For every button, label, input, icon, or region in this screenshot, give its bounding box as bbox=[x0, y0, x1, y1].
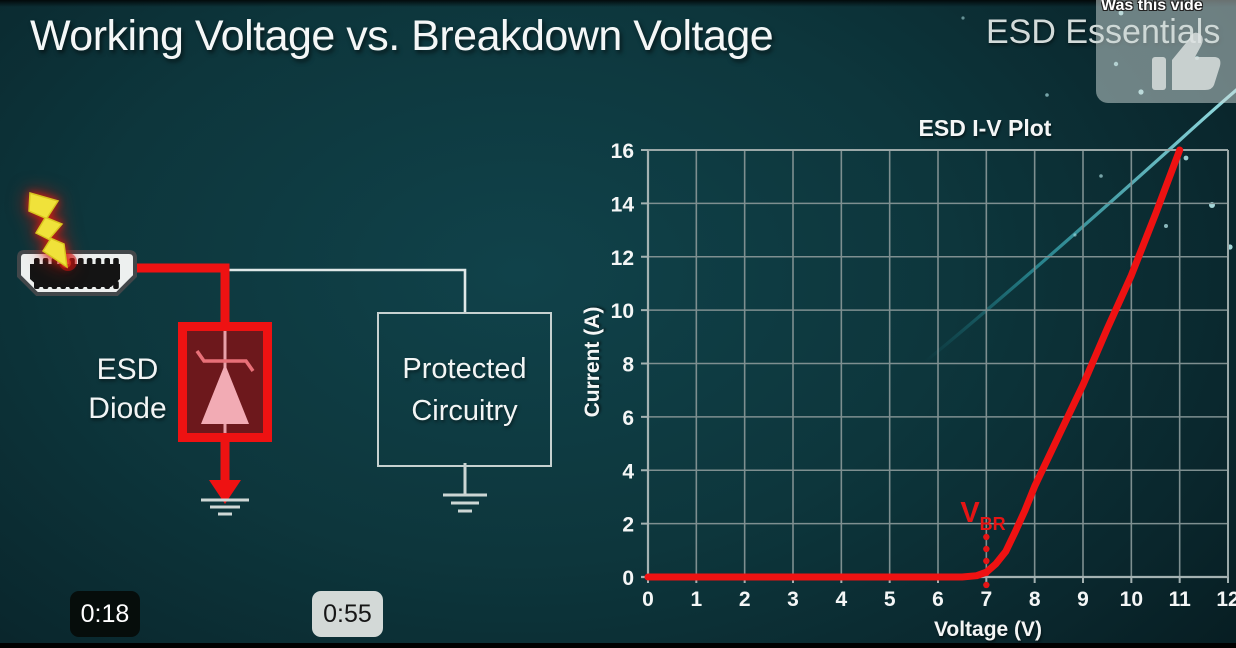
x-tick-label: 12 bbox=[1216, 588, 1236, 611]
x-tick-label: 8 bbox=[1029, 588, 1041, 611]
chart-x-axis-label: Voltage (V) bbox=[933, 618, 1043, 641]
y-tick-label: 12 bbox=[611, 247, 634, 270]
vbr-dotted-line bbox=[983, 557, 990, 565]
hdmi-pin bbox=[86, 281, 93, 289]
hdmi-pin bbox=[42, 258, 49, 266]
ground-symbol bbox=[201, 498, 249, 516]
x-tick-label: 10 bbox=[1120, 588, 1143, 611]
chart-title: ESD I-V Plot bbox=[918, 115, 1052, 141]
timestamp-value: 0:18 bbox=[80, 599, 130, 628]
hdmi-pin bbox=[34, 258, 40, 266]
x-tick-label: 9 bbox=[1077, 588, 1089, 611]
y-tick-label: 2 bbox=[622, 514, 634, 537]
protected-label-line1: Protected bbox=[402, 352, 527, 385]
hdmi-pin bbox=[34, 281, 40, 289]
ground-symbol bbox=[443, 463, 487, 513]
iv-curve bbox=[644, 146, 1184, 581]
slide-title: Working Voltage vs. Breakdown Voltage bbox=[30, 12, 774, 60]
thumbs-up-icon[interactable] bbox=[1140, 22, 1230, 97]
surge-path-wire bbox=[130, 263, 230, 484]
hdmi-connector-icon bbox=[17, 250, 137, 296]
hdmi-pin bbox=[69, 281, 75, 289]
vbr-dotted-line bbox=[983, 545, 990, 553]
timestamp-chip-light[interactable]: 0:55 bbox=[312, 591, 383, 637]
hdmi-pin bbox=[78, 281, 84, 289]
esd-diode-label-line1: ESD bbox=[96, 353, 159, 386]
x-tick-label: 1 bbox=[690, 588, 702, 611]
video-poll-question: Was this vide bbox=[1101, 0, 1203, 14]
y-tick-label: 16 bbox=[611, 140, 634, 163]
x-tick-label: 11 bbox=[1169, 588, 1192, 611]
y-tick-label: 10 bbox=[611, 300, 634, 323]
hdmi-pin bbox=[95, 258, 102, 266]
signal-wire bbox=[229, 268, 467, 312]
timestamp-value: 0:55 bbox=[323, 599, 372, 628]
y-tick-label: 0 bbox=[622, 567, 634, 590]
y-tick-label: 14 bbox=[611, 193, 635, 216]
timestamp-chip-dark[interactable]: 0:18 bbox=[70, 591, 140, 637]
hdmi-pin bbox=[51, 281, 58, 289]
protected-circuitry-box: Protected Circuitry bbox=[377, 312, 552, 467]
esd-diode-label-line2: Diode bbox=[88, 392, 167, 425]
hdmi-pin bbox=[60, 281, 66, 289]
hdmi-pin bbox=[86, 258, 93, 266]
x-tick-label: 3 bbox=[787, 588, 799, 611]
protected-label-line2: Circuitry bbox=[411, 394, 518, 427]
vbr-dotted-line bbox=[983, 533, 990, 541]
y-tick-label: 4 bbox=[622, 460, 634, 483]
zener-diode-symbol bbox=[195, 331, 255, 433]
surge-arrowhead bbox=[209, 480, 241, 504]
hdmi-pin bbox=[104, 281, 110, 289]
bottom-letterbox bbox=[0, 643, 1236, 648]
esd-diode-label: ESD Diode bbox=[55, 350, 200, 428]
y-tick-label: 6 bbox=[622, 407, 634, 430]
lightning-bolt-icon bbox=[28, 192, 68, 269]
x-tick-label: 4 bbox=[835, 588, 847, 611]
hdmi-pin bbox=[78, 258, 84, 266]
x-tick-label: 5 bbox=[884, 588, 896, 611]
hdmi-pin bbox=[104, 258, 110, 266]
x-tick-label: 0 bbox=[642, 588, 654, 611]
hdmi-pin bbox=[113, 281, 119, 289]
y-tick-label: 8 bbox=[622, 354, 634, 377]
chart-y-axis-label: Current (A) bbox=[581, 306, 604, 418]
hdmi-pin bbox=[42, 281, 49, 289]
x-tick-label: 6 bbox=[932, 588, 944, 611]
vbr-dotted-line bbox=[983, 581, 990, 589]
x-tick-label: 7 bbox=[980, 588, 992, 611]
hdmi-pin bbox=[113, 258, 119, 266]
hdmi-pin bbox=[95, 281, 102, 289]
x-tick-label: 2 bbox=[739, 588, 751, 611]
top-vignette bbox=[0, 0, 1236, 7]
